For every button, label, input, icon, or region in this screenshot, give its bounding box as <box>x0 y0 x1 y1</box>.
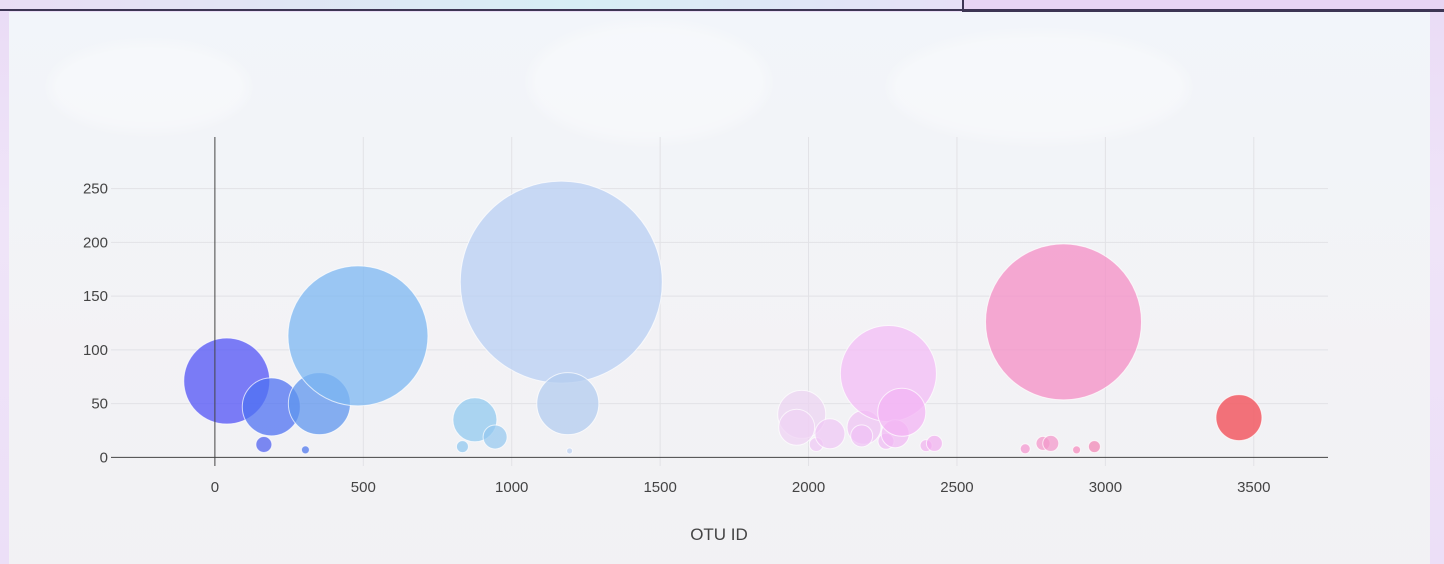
x-tick-label: 2000 <box>792 479 825 496</box>
bubble-point <box>1072 445 1082 455</box>
y-tick-label: 50 <box>91 396 108 413</box>
bubble-point <box>1087 440 1101 454</box>
y-tick-label: 250 <box>83 181 108 198</box>
bubble-point <box>255 435 273 453</box>
x-tick-label: 1500 <box>643 479 676 496</box>
bubble-point <box>814 418 846 450</box>
y-tick-label: 0 <box>100 449 108 466</box>
x-tick-label: 3500 <box>1237 479 1270 496</box>
bubble-point <box>536 372 600 436</box>
bubble-point <box>566 447 574 455</box>
bubble-point <box>778 408 816 446</box>
bubble-point <box>482 424 508 450</box>
bubble-chart-card <box>9 12 1430 564</box>
background-blob <box>49 42 249 132</box>
y-tick-label: 100 <box>83 342 108 359</box>
top-left-panel <box>0 0 962 11</box>
bubble-point <box>300 445 310 455</box>
y-tick-label: 150 <box>83 288 108 305</box>
axis-layer: 0 500 1000 1500 2000 2500 3000 3500 0 50 100 150 200… <box>83 137 1328 496</box>
x-tick-label: 500 <box>351 479 376 496</box>
bubble-point <box>877 387 927 437</box>
x-tick-label: 0 <box>211 479 219 496</box>
bubble-point <box>455 440 469 454</box>
bubble-point <box>287 265 429 407</box>
x-tick-label: 1000 <box>495 479 528 496</box>
bubble-point <box>985 243 1143 401</box>
bubble-point <box>925 434 943 452</box>
bubble-point <box>1215 394 1263 442</box>
top-right-panel <box>962 0 1444 12</box>
background-blob <box>529 22 769 142</box>
x-tick-label: 3000 <box>1089 479 1122 496</box>
x-axis-title: OTU ID <box>690 525 748 544</box>
bubble-layer <box>183 180 1263 455</box>
bubble-point <box>1042 434 1060 452</box>
bubble-point <box>459 180 663 384</box>
background-blob <box>889 32 1189 142</box>
bubble-point <box>1019 443 1031 455</box>
x-tick-label: 2500 <box>940 479 973 496</box>
bubble-point <box>850 424 874 448</box>
y-tick-label: 200 <box>83 234 108 251</box>
